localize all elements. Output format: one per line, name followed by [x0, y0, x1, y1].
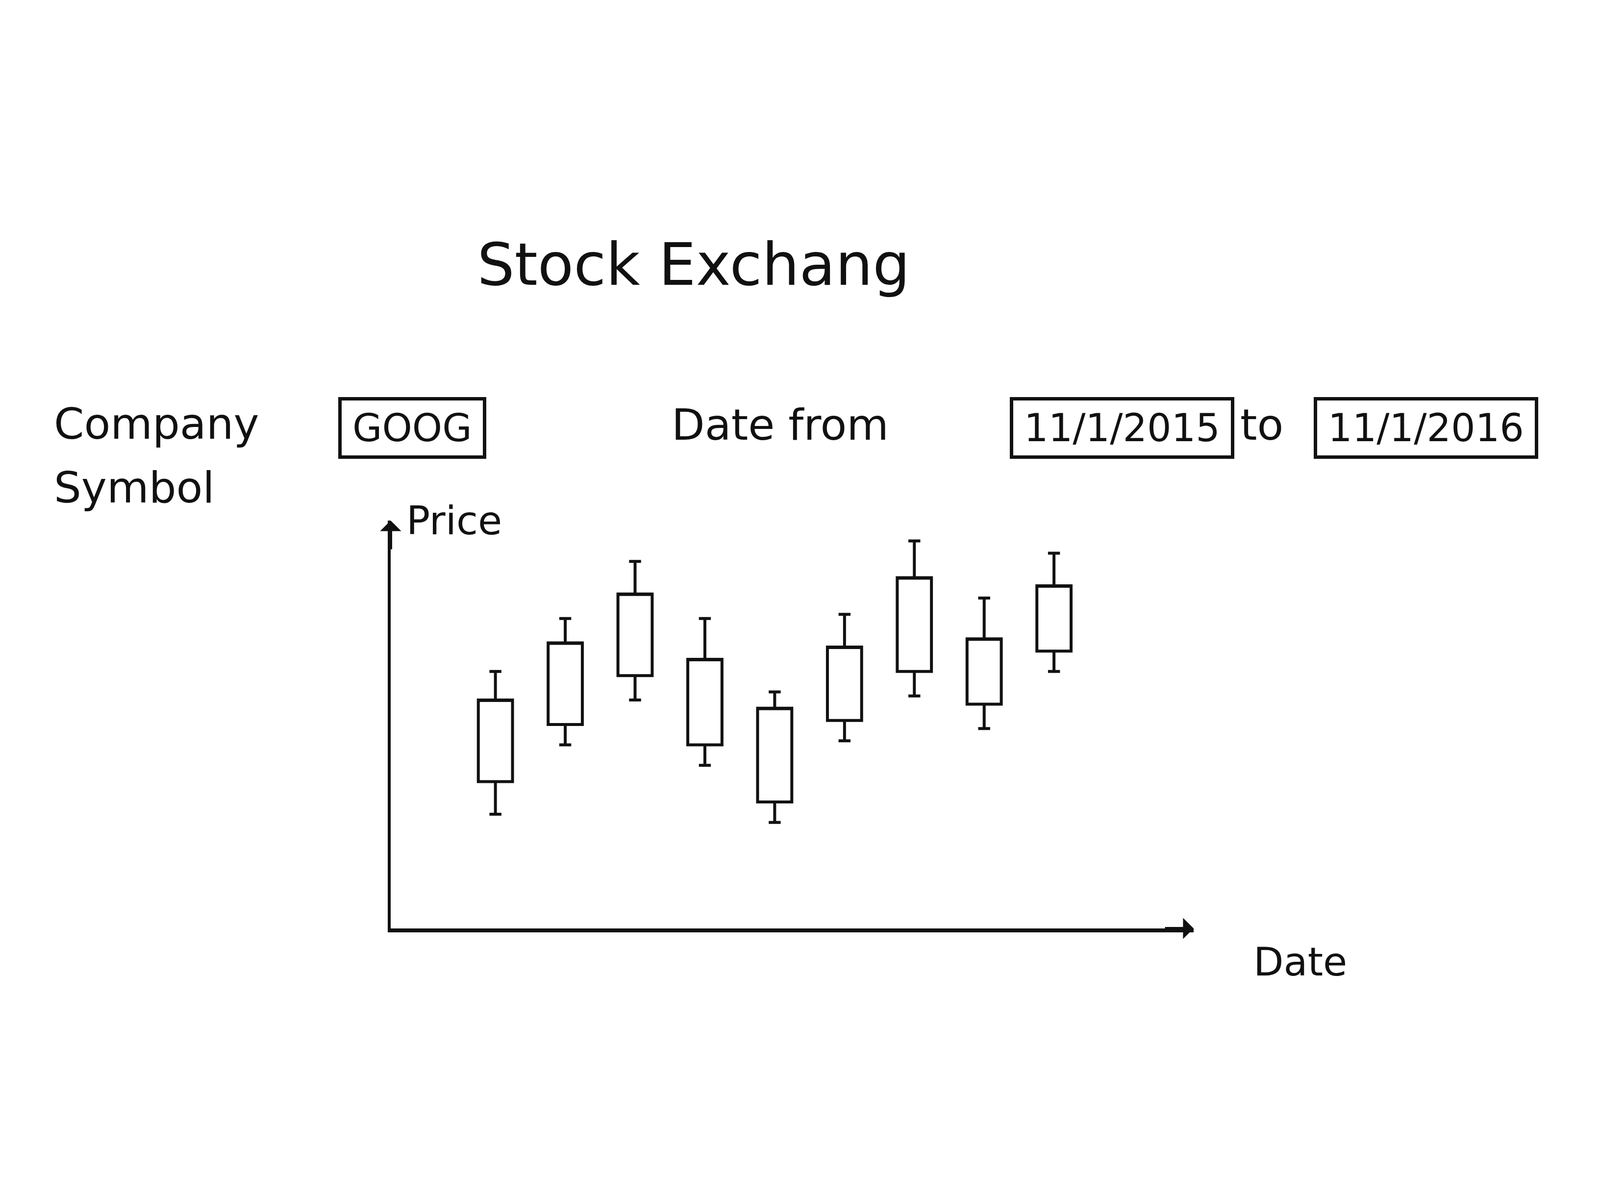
svg-text:Date: Date: [1253, 939, 1348, 985]
html-text:Company: Company: [53, 398, 260, 450]
svg-text:Price: Price: [406, 498, 502, 544]
html-text:Symbol: Symbol: [53, 462, 215, 513]
html-text:GOOG: GOOG: [352, 405, 472, 450]
html-text:11/1/2016: 11/1/2016: [1327, 405, 1525, 450]
html-text:Stock Exchang: Stock Exchang: [477, 230, 910, 299]
html-text:11/1/2015: 11/1/2015: [1024, 405, 1221, 450]
html-text:Date from: Date from: [671, 399, 889, 450]
html-text:to: to: [1240, 399, 1284, 450]
